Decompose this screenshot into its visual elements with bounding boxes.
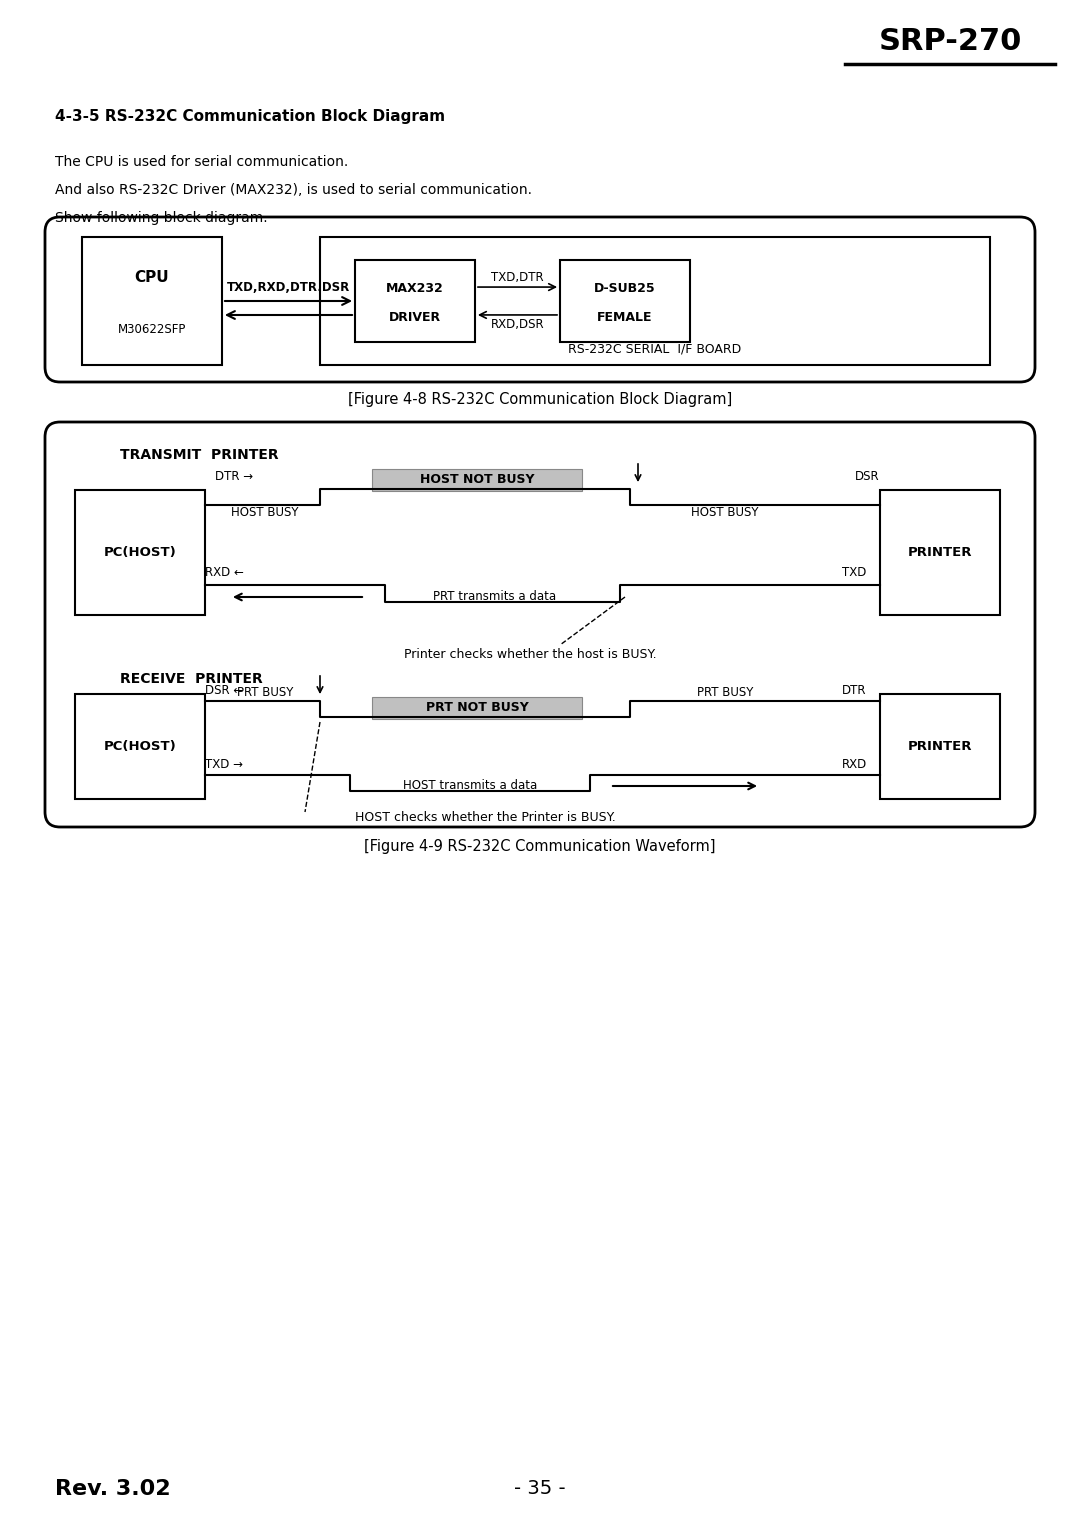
Text: DRIVER: DRIVER <box>389 312 441 324</box>
Text: Show following block diagram.: Show following block diagram. <box>55 211 268 224</box>
Text: RXD,DSR: RXD,DSR <box>490 319 544 331</box>
Text: D-SUB25: D-SUB25 <box>594 282 656 295</box>
Text: PRINTER: PRINTER <box>908 547 972 559</box>
Text: DSR ←: DSR ← <box>205 684 243 698</box>
Text: M30622SFP: M30622SFP <box>118 322 186 336</box>
Text: TRANSMIT  PRINTER: TRANSMIT PRINTER <box>120 447 279 463</box>
Text: TXD →: TXD → <box>205 759 243 771</box>
FancyBboxPatch shape <box>75 490 205 615</box>
Text: Printer checks whether the host is BUSY.: Printer checks whether the host is BUSY. <box>404 649 657 661</box>
FancyBboxPatch shape <box>355 260 475 342</box>
Text: PRT BUSY: PRT BUSY <box>697 687 753 699</box>
Text: PC(HOST): PC(HOST) <box>104 547 176 559</box>
Text: MAX232: MAX232 <box>387 282 444 295</box>
Text: HOST transmits a data: HOST transmits a data <box>403 779 537 793</box>
Text: HOST BUSY: HOST BUSY <box>231 507 299 519</box>
Text: PRT transmits a data: PRT transmits a data <box>433 591 556 603</box>
Text: CPU: CPU <box>135 270 170 286</box>
FancyBboxPatch shape <box>561 260 690 342</box>
Text: TXD: TXD <box>842 567 866 580</box>
FancyBboxPatch shape <box>372 469 582 492</box>
Text: Rev. 3.02: Rev. 3.02 <box>55 1480 171 1500</box>
Text: TXD,RXD,DTR.DSR: TXD,RXD,DTR.DSR <box>227 281 350 295</box>
Text: HOST checks whether the Printer is BUSY.: HOST checks whether the Printer is BUSY. <box>355 811 616 825</box>
Text: DSR: DSR <box>855 470 879 484</box>
Text: HOST NOT BUSY: HOST NOT BUSY <box>420 473 535 487</box>
FancyBboxPatch shape <box>372 696 582 719</box>
Text: SRP-270: SRP-270 <box>878 27 1022 56</box>
Text: [Figure 4-8 RS-232C Communication Block Diagram]: [Figure 4-8 RS-232C Communication Block … <box>348 392 732 408</box>
Text: FEMALE: FEMALE <box>597 312 652 324</box>
Text: DTR →: DTR → <box>215 470 253 484</box>
Text: - 35 -: - 35 - <box>514 1480 566 1498</box>
FancyBboxPatch shape <box>82 237 222 365</box>
FancyBboxPatch shape <box>75 693 205 799</box>
FancyBboxPatch shape <box>880 490 1000 615</box>
Text: RECEIVE  PRINTER: RECEIVE PRINTER <box>120 672 262 686</box>
FancyBboxPatch shape <box>45 421 1035 828</box>
FancyBboxPatch shape <box>320 237 990 365</box>
Text: PC(HOST): PC(HOST) <box>104 741 176 753</box>
FancyBboxPatch shape <box>880 693 1000 799</box>
Text: RXD ←: RXD ← <box>205 567 244 580</box>
Text: [Figure 4-9 RS-232C Communication Waveform]: [Figure 4-9 RS-232C Communication Wavefo… <box>364 840 716 855</box>
Text: TXD,DTR: TXD,DTR <box>491 270 544 284</box>
Text: PRT BUSY: PRT BUSY <box>237 687 293 699</box>
FancyBboxPatch shape <box>45 217 1035 382</box>
Text: PRINTER: PRINTER <box>908 741 972 753</box>
Text: HOST BUSY: HOST BUSY <box>691 507 759 519</box>
Text: And also RS-232C Driver (MAX232), is used to serial communication.: And also RS-232C Driver (MAX232), is use… <box>55 183 532 197</box>
Text: RXD: RXD <box>842 759 867 771</box>
Text: 4-3-5 RS-232C Communication Block Diagram: 4-3-5 RS-232C Communication Block Diagra… <box>55 110 445 125</box>
Text: RS-232C SERIAL  I/F BOARD: RS-232C SERIAL I/F BOARD <box>568 342 742 356</box>
Text: DTR: DTR <box>842 684 866 698</box>
Text: PRT NOT BUSY: PRT NOT BUSY <box>426 701 528 715</box>
Text: The CPU is used for serial communication.: The CPU is used for serial communication… <box>55 156 348 169</box>
